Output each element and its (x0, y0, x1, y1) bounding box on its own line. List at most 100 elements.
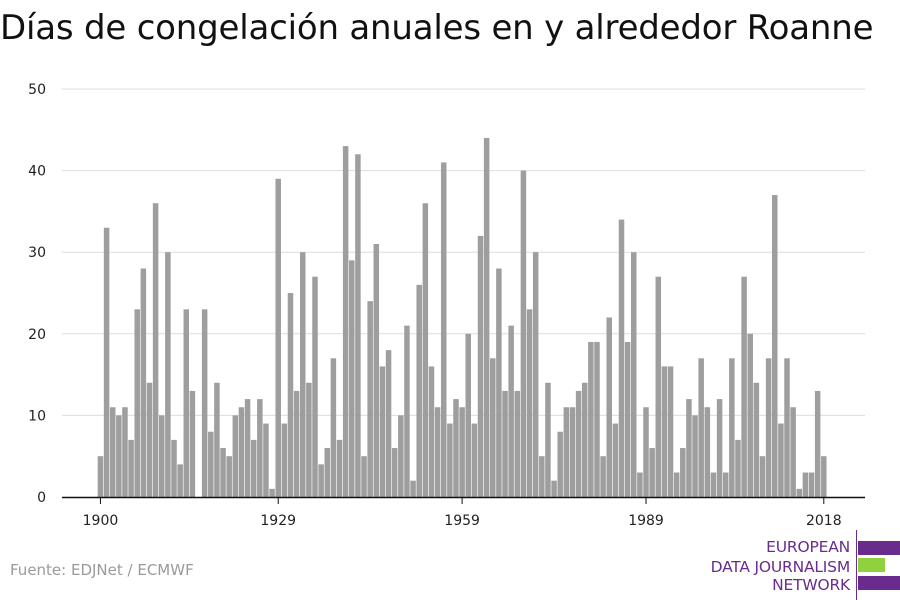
bar (355, 154, 361, 497)
bar (171, 439, 177, 497)
bar (643, 407, 649, 497)
bar (275, 178, 281, 497)
bar (594, 341, 600, 497)
bar (759, 456, 766, 497)
bar (152, 203, 159, 498)
bar (545, 382, 551, 497)
bar (250, 439, 257, 497)
bar (569, 407, 576, 497)
bar (122, 407, 128, 497)
bar (385, 350, 392, 497)
bar (299, 252, 306, 497)
bar (551, 480, 557, 497)
bar (220, 448, 226, 497)
bar (508, 325, 514, 497)
bar (336, 439, 343, 497)
bar (722, 472, 729, 497)
bar (293, 390, 300, 497)
x-tick-label: 1959 (444, 513, 480, 529)
bar (238, 407, 245, 497)
bar (514, 390, 521, 497)
bar (526, 309, 533, 497)
bar (244, 399, 251, 497)
bar (428, 366, 435, 497)
bar (796, 488, 803, 497)
bar (624, 341, 631, 497)
bar (422, 203, 429, 498)
bar (563, 407, 570, 497)
bar (373, 244, 380, 497)
bar (490, 358, 496, 497)
bar (201, 309, 208, 497)
bar (581, 382, 588, 497)
y-tick-label: 20 (28, 327, 46, 343)
bar (637, 472, 643, 497)
bar (753, 382, 760, 497)
bar (165, 252, 171, 497)
bar (667, 366, 674, 497)
bar (735, 439, 741, 497)
logo-bar-top (858, 541, 900, 555)
bar (324, 448, 331, 497)
y-tick-label: 40 (28, 164, 46, 180)
bar (483, 137, 490, 497)
bar (539, 456, 545, 497)
bar (447, 423, 453, 497)
bar (612, 423, 619, 497)
bar (778, 423, 784, 497)
logo-bar-middle (858, 558, 885, 572)
bar (312, 276, 318, 497)
bar (655, 276, 662, 497)
bar (747, 333, 753, 497)
bar (631, 252, 637, 497)
y-tick-label: 10 (28, 408, 46, 424)
bar (416, 284, 422, 497)
y-tick-label: 50 (28, 82, 46, 98)
bar (134, 309, 140, 497)
edjnet-logo: EUROPEAN DATA JOURNALISM NETWORK (700, 530, 900, 600)
bar (159, 415, 165, 497)
y-tick-label: 30 (28, 245, 46, 261)
source-note: Fuente: EDJNet / ECMWF (10, 561, 194, 579)
bar (269, 488, 275, 497)
bar (318, 464, 324, 497)
bar (404, 325, 410, 497)
bar (146, 382, 153, 497)
bar (109, 407, 116, 497)
bar (588, 341, 594, 497)
bar (698, 358, 704, 497)
bar (532, 252, 539, 497)
bar (103, 227, 110, 497)
bar (453, 399, 459, 497)
bar (330, 358, 337, 497)
bar (349, 260, 355, 497)
bar (790, 407, 796, 497)
bar (226, 456, 232, 497)
bar (471, 423, 478, 497)
bar (183, 309, 190, 497)
bar (618, 219, 625, 497)
bar (263, 423, 269, 497)
bar (496, 268, 502, 497)
logo-bar-bottom (858, 576, 900, 590)
bar (661, 366, 668, 497)
bar (208, 431, 214, 497)
bar (477, 235, 484, 497)
bar (649, 448, 655, 497)
logo-text-network: NETWORK (772, 576, 850, 594)
bar (367, 301, 373, 497)
bar (600, 456, 606, 497)
bar (440, 162, 447, 497)
bar (808, 472, 815, 497)
bar (398, 415, 404, 497)
chart-title: Días de congelación anuales en y alreded… (0, 8, 874, 48)
bar (391, 448, 398, 497)
logo-text-european: EUROPEAN (766, 538, 850, 556)
x-tick-label: 1900 (83, 513, 119, 529)
bar (557, 431, 563, 497)
bar (575, 390, 582, 497)
bar (606, 317, 612, 497)
bar (729, 358, 735, 497)
bar (821, 456, 827, 497)
